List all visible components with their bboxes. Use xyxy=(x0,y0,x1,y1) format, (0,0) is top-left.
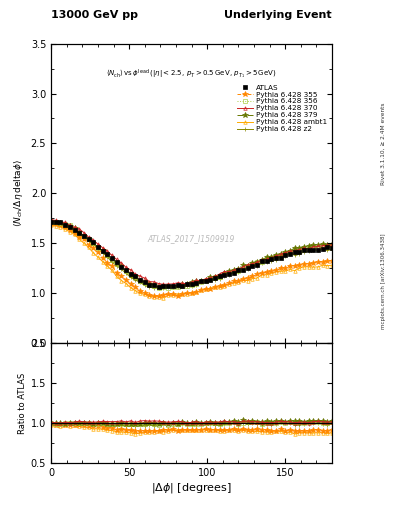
Pythia 6.428 z2 xyxy=(147,284,152,290)
ATLAS xyxy=(119,264,124,270)
Pythia 6.428 z2 xyxy=(297,251,302,257)
Line: Pythia 6.428 355: Pythia 6.428 355 xyxy=(48,221,335,299)
Line: Pythia 6.428 356: Pythia 6.428 356 xyxy=(50,220,334,290)
ATLAS xyxy=(227,271,231,277)
Pythia 6.428 356 xyxy=(114,261,119,267)
Pythia 6.428 356 xyxy=(297,247,302,253)
Pythia 6.428 379 xyxy=(222,270,227,276)
ATLAS xyxy=(53,219,58,225)
Pythia 6.428 z2 xyxy=(152,285,156,291)
ATLAS xyxy=(49,219,53,225)
Pythia 6.428 ambt1 xyxy=(203,286,208,292)
Legend: ATLAS, Pythia 6.428 355, Pythia 6.428 356, Pythia 6.428 370, Pythia 6.428 379, P: ATLAS, Pythia 6.428 355, Pythia 6.428 35… xyxy=(236,83,329,134)
Pythia 6.428 355 xyxy=(49,221,53,227)
Pythia 6.428 379 xyxy=(156,284,161,290)
Text: ATLAS_2017_I1509919: ATLAS_2017_I1509919 xyxy=(148,234,235,243)
Pythia 6.428 356 xyxy=(330,243,334,249)
Line: Pythia 6.428 370: Pythia 6.428 370 xyxy=(50,218,334,286)
Pythia 6.428 ambt1 xyxy=(114,273,119,280)
Pythia 6.428 z2 xyxy=(203,278,208,284)
Pythia 6.428 356 xyxy=(156,285,161,291)
Pythia 6.428 355 xyxy=(297,262,302,268)
Pythia 6.428 z2 xyxy=(49,220,53,226)
Pythia 6.428 370 xyxy=(114,257,119,263)
Pythia 6.428 355 xyxy=(222,282,227,288)
Pythia 6.428 379 xyxy=(49,218,53,224)
Pythia 6.428 356 xyxy=(105,252,110,258)
Y-axis label: Ratio to ATLAS: Ratio to ATLAS xyxy=(18,373,27,434)
Pythia 6.428 370 xyxy=(222,269,227,275)
Pythia 6.428 ambt1 xyxy=(161,294,166,301)
Pythia 6.428 z2 xyxy=(105,254,110,260)
ATLAS xyxy=(330,245,334,251)
Pythia 6.428 356 xyxy=(222,271,227,277)
Pythia 6.428 370 xyxy=(105,248,110,254)
Pythia 6.428 379 xyxy=(114,260,119,266)
Pythia 6.428 379 xyxy=(203,276,208,283)
Pythia 6.428 355 xyxy=(203,286,208,292)
Pythia 6.428 370 xyxy=(161,281,166,287)
Pythia 6.428 379 xyxy=(105,252,110,258)
Pythia 6.428 370 xyxy=(330,242,334,248)
Text: Rivet 3.1.10, ≥ 2.4M events: Rivet 3.1.10, ≥ 2.4M events xyxy=(381,102,386,185)
Text: 13000 GeV pp: 13000 GeV pp xyxy=(51,10,138,20)
Pythia 6.428 356 xyxy=(49,219,53,225)
Pythia 6.428 370 xyxy=(147,279,152,285)
Pythia 6.428 ambt1 xyxy=(147,293,152,300)
Pythia 6.428 379 xyxy=(297,245,302,251)
Pythia 6.428 356 xyxy=(203,278,208,284)
Text: $\langle N_\mathrm{ch}\rangle\,\mathrm{vs}\,\phi^\mathrm{lead}\,(|\eta|<2.5,\,p_: $\langle N_\mathrm{ch}\rangle\,\mathrm{v… xyxy=(106,68,277,81)
X-axis label: $|\Delta\phi|$ [degrees]: $|\Delta\phi|$ [degrees] xyxy=(151,481,232,495)
Pythia 6.428 z2 xyxy=(114,263,119,269)
ATLAS xyxy=(208,276,213,283)
Pythia 6.428 370 xyxy=(203,276,208,282)
Pythia 6.428 355 xyxy=(105,260,110,266)
Pythia 6.428 370 xyxy=(297,247,302,253)
Pythia 6.428 355 xyxy=(330,258,334,264)
Pythia 6.428 ambt1 xyxy=(105,263,110,269)
Text: mcplots.cern.ch [arXiv:1306.3438]: mcplots.cern.ch [arXiv:1306.3438] xyxy=(381,234,386,329)
Text: Underlying Event: Underlying Event xyxy=(224,10,332,20)
Pythia 6.428 ambt1 xyxy=(49,222,53,228)
Pythia 6.428 379 xyxy=(147,281,152,287)
Pythia 6.428 379 xyxy=(330,241,334,247)
Pythia 6.428 355 xyxy=(147,292,152,298)
Line: Pythia 6.428 z2: Pythia 6.428 z2 xyxy=(49,221,334,290)
Pythia 6.428 370 xyxy=(49,217,53,223)
Y-axis label: $\langle N_\mathrm{ch} / \Delta\eta\,\mathrm{delta}\phi\rangle$: $\langle N_\mathrm{ch} / \Delta\eta\,\ma… xyxy=(12,160,25,227)
Line: Pythia 6.428 379: Pythia 6.428 379 xyxy=(48,219,335,290)
ATLAS xyxy=(110,255,114,261)
ATLAS xyxy=(156,284,161,290)
Pythia 6.428 ambt1 xyxy=(330,262,334,268)
Pythia 6.428 z2 xyxy=(330,246,334,252)
Pythia 6.428 ambt1 xyxy=(297,265,302,271)
Pythia 6.428 355 xyxy=(156,293,161,299)
Line: Pythia 6.428 ambt1: Pythia 6.428 ambt1 xyxy=(50,224,334,300)
Pythia 6.428 355 xyxy=(114,270,119,276)
ATLAS xyxy=(302,247,307,253)
Pythia 6.428 z2 xyxy=(222,273,227,279)
Pythia 6.428 356 xyxy=(147,281,152,287)
Line: ATLAS: ATLAS xyxy=(50,220,334,288)
Pythia 6.428 ambt1 xyxy=(222,283,227,289)
ATLAS xyxy=(152,282,156,288)
